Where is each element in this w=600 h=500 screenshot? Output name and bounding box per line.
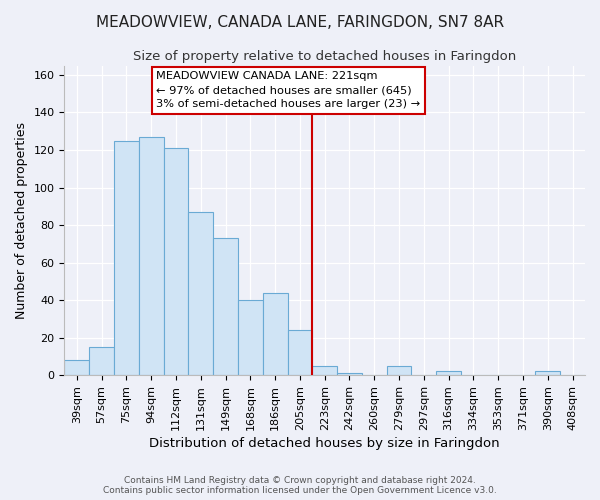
Bar bbox=[139, 137, 164, 375]
Bar bbox=[386, 366, 412, 375]
Bar bbox=[337, 374, 362, 375]
Bar bbox=[164, 148, 188, 375]
Text: MEADOWVIEW, CANADA LANE, FARINGDON, SN7 8AR: MEADOWVIEW, CANADA LANE, FARINGDON, SN7 … bbox=[96, 15, 504, 30]
Bar bbox=[188, 212, 213, 375]
Bar bbox=[238, 300, 263, 375]
Text: MEADOWVIEW CANADA LANE: 221sqm
← 97% of detached houses are smaller (645)
3% of : MEADOWVIEW CANADA LANE: 221sqm ← 97% of … bbox=[156, 71, 420, 109]
Bar bbox=[89, 347, 114, 375]
Bar bbox=[535, 372, 560, 375]
Bar bbox=[436, 372, 461, 375]
Bar bbox=[114, 140, 139, 375]
Bar bbox=[287, 330, 313, 375]
Bar bbox=[64, 360, 89, 375]
X-axis label: Distribution of detached houses by size in Faringdon: Distribution of detached houses by size … bbox=[149, 437, 500, 450]
Bar bbox=[213, 238, 238, 375]
Title: Size of property relative to detached houses in Faringdon: Size of property relative to detached ho… bbox=[133, 50, 517, 63]
Y-axis label: Number of detached properties: Number of detached properties bbox=[15, 122, 28, 319]
Bar bbox=[313, 366, 337, 375]
Text: Contains HM Land Registry data © Crown copyright and database right 2024.
Contai: Contains HM Land Registry data © Crown c… bbox=[103, 476, 497, 495]
Bar bbox=[263, 292, 287, 375]
